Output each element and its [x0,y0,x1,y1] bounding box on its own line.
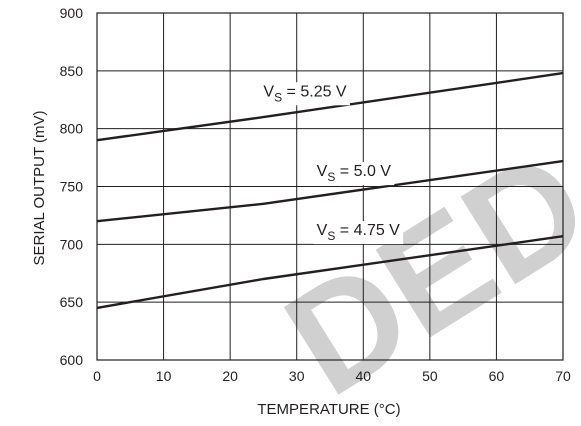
series-line-3 [96,235,564,310]
x-tick-label: 60 [489,368,505,384]
x-tick-label: 10 [156,368,172,384]
series-lines [96,71,564,310]
y-tick-label: 700 [60,236,84,252]
x-tick-label: 50 [422,368,438,384]
tick-labels: 0 10 20 30 40 50 60 70 600 650 700 750 800 850 900 [60,5,571,384]
series-label-background [260,82,350,106]
x-tick-label: 70 [555,368,571,384]
x-tick-label: 20 [222,368,238,384]
x-tick-label: 0 [93,368,101,384]
x-tick-label: 40 [355,368,371,384]
plot-frame [96,12,564,361]
y-tick-label: 750 [60,179,84,195]
series-line-1 [96,71,564,142]
series-label-3: VS = 4.75 V [317,222,401,243]
series-line-2 [96,159,564,223]
x-axis-title: TEMPERATURE (°C) [257,401,400,418]
series-label-background [313,221,404,245]
x-tick-label: 30 [289,368,305,384]
watermark-text: DED [258,117,581,421]
series-label-background [313,162,395,186]
y-tick-label: 800 [60,121,84,137]
plot-border [96,12,564,361]
grid [97,13,563,360]
series-label-1: VS = 5.25 V [263,83,347,104]
y-tick-label: 600 [60,352,84,368]
y-tick-label: 650 [60,294,84,310]
y-axis-title: SERIAL OUTPUT (mV) [31,110,48,265]
series-label-2: VS = 5.0 V [317,163,392,184]
y-tick-label: 850 [60,63,84,79]
series-labels: VS = 5.25 V VS = 5.0 V VS = 4.75 V [260,82,404,245]
y-tick-label: 900 [60,5,84,21]
